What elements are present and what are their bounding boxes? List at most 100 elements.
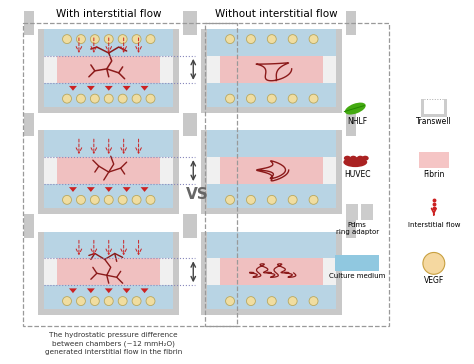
Bar	[421, 99, 424, 116]
Bar	[201, 130, 207, 208]
Circle shape	[267, 297, 276, 305]
Bar	[57, 157, 161, 184]
Bar	[161, 258, 173, 285]
Text: With interstitial flow: With interstitial flow	[56, 9, 162, 19]
Circle shape	[63, 35, 72, 44]
Circle shape	[118, 195, 127, 204]
Bar	[207, 29, 337, 107]
FancyBboxPatch shape	[183, 214, 193, 238]
Bar	[201, 309, 342, 315]
Circle shape	[288, 35, 297, 44]
Bar	[205, 23, 389, 326]
FancyBboxPatch shape	[187, 112, 197, 136]
Bar	[38, 107, 179, 112]
FancyBboxPatch shape	[346, 11, 356, 35]
Bar	[38, 232, 44, 309]
Circle shape	[76, 94, 85, 103]
FancyBboxPatch shape	[183, 11, 193, 35]
Polygon shape	[87, 187, 95, 192]
Circle shape	[309, 297, 318, 305]
FancyBboxPatch shape	[24, 112, 34, 136]
Circle shape	[309, 94, 318, 103]
Bar	[207, 157, 220, 184]
Polygon shape	[141, 288, 148, 293]
Polygon shape	[87, 86, 95, 91]
Circle shape	[63, 94, 72, 103]
Bar	[220, 258, 323, 285]
Bar	[44, 232, 173, 309]
Text: Pdms
ring adaptor: Pdms ring adaptor	[336, 222, 379, 235]
Polygon shape	[141, 187, 148, 192]
Text: NHLF: NHLF	[347, 118, 367, 127]
Circle shape	[267, 35, 276, 44]
Bar	[38, 208, 179, 214]
Circle shape	[118, 35, 127, 44]
Circle shape	[226, 94, 235, 103]
Bar	[421, 114, 447, 116]
Circle shape	[132, 195, 141, 204]
Polygon shape	[87, 288, 95, 293]
Bar	[38, 130, 44, 208]
Circle shape	[104, 195, 113, 204]
Bar	[207, 130, 337, 208]
Bar	[44, 29, 173, 107]
Bar	[207, 56, 220, 83]
Bar	[337, 130, 342, 208]
Bar	[323, 157, 337, 184]
Ellipse shape	[362, 156, 369, 161]
FancyBboxPatch shape	[346, 214, 356, 238]
Circle shape	[104, 94, 113, 103]
Circle shape	[63, 195, 72, 204]
Bar	[173, 29, 179, 107]
Circle shape	[146, 297, 155, 305]
Bar	[361, 204, 373, 220]
Polygon shape	[123, 288, 131, 293]
Ellipse shape	[345, 103, 366, 115]
Circle shape	[267, 94, 276, 103]
Text: VS: VS	[186, 187, 209, 202]
FancyBboxPatch shape	[24, 214, 34, 238]
Text: Fibrin: Fibrin	[423, 170, 445, 179]
Circle shape	[91, 35, 100, 44]
Circle shape	[118, 94, 127, 103]
Bar	[337, 232, 342, 309]
Bar	[173, 232, 179, 309]
Circle shape	[267, 195, 276, 204]
Bar	[44, 157, 57, 184]
Circle shape	[288, 94, 297, 103]
Bar	[337, 29, 342, 107]
FancyBboxPatch shape	[187, 214, 197, 238]
Circle shape	[309, 35, 318, 44]
Text: Without interstitial flow: Without interstitial flow	[216, 9, 338, 19]
Polygon shape	[105, 288, 113, 293]
FancyBboxPatch shape	[187, 11, 197, 35]
FancyBboxPatch shape	[24, 11, 34, 35]
Circle shape	[246, 35, 255, 44]
Circle shape	[246, 94, 255, 103]
Bar	[323, 56, 337, 83]
Bar	[444, 99, 447, 116]
Circle shape	[226, 195, 235, 204]
Circle shape	[246, 297, 255, 305]
Circle shape	[76, 195, 85, 204]
Text: Culture medium: Culture medium	[329, 273, 385, 279]
Bar	[419, 152, 449, 168]
Bar	[201, 232, 207, 309]
Text: VEGF: VEGF	[424, 276, 444, 285]
Circle shape	[226, 297, 235, 305]
Polygon shape	[105, 86, 113, 91]
Polygon shape	[141, 86, 148, 91]
Circle shape	[91, 94, 100, 103]
Circle shape	[132, 35, 141, 44]
Polygon shape	[123, 86, 131, 91]
Bar	[220, 157, 323, 184]
Bar	[207, 258, 220, 285]
Circle shape	[63, 297, 72, 305]
Bar	[161, 56, 173, 83]
Ellipse shape	[343, 157, 367, 167]
Ellipse shape	[344, 156, 351, 161]
Bar	[220, 56, 323, 83]
Polygon shape	[69, 86, 77, 91]
Bar	[38, 309, 179, 315]
Bar	[23, 23, 237, 326]
